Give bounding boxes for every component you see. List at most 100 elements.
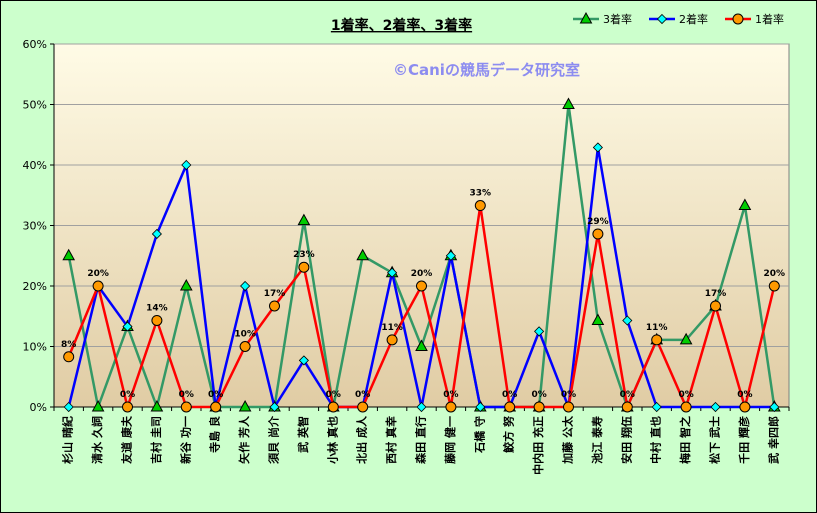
- series-2-point: [592, 142, 603, 153]
- x-tick-label: 友道 康夫: [120, 415, 134, 464]
- legend-label: 1着率: [755, 12, 784, 26]
- series-3-point: [151, 314, 163, 326]
- data-label: 0%: [561, 390, 576, 400]
- data-label: 0%: [120, 390, 135, 400]
- data-label: 11%: [646, 323, 668, 333]
- y-tick-label: 40%: [23, 159, 47, 172]
- x-tick-label: 鮫方 努: [502, 416, 516, 453]
- series-3-point: [504, 401, 516, 413]
- series-3-point: [680, 401, 692, 413]
- x-tick-label: 森田 直行: [414, 416, 428, 464]
- series-2-point: [710, 401, 721, 413]
- series-3-point: [122, 401, 133, 413]
- x-tick-label: 石橋 守: [472, 416, 486, 454]
- x-tick-label: 北出 成人: [355, 415, 369, 464]
- data-label: 0%: [502, 390, 517, 400]
- data-label: 0%: [620, 390, 635, 400]
- x-tick-label: 安田 翔伍: [619, 416, 633, 464]
- series-3-point: [180, 401, 192, 413]
- y-tick-label: 0%: [30, 401, 47, 414]
- x-tick-label: 小林 真也: [325, 416, 339, 465]
- series-3-point: [533, 401, 545, 413]
- series-3-point: [210, 401, 222, 413]
- series-1-point: [150, 399, 164, 412]
- series-3-point: [239, 341, 251, 352]
- x-tick-label: 中内田 充正: [531, 416, 545, 475]
- watermark: ©Caniの競馬データ研究室: [393, 61, 580, 79]
- series-1-point: [91, 399, 105, 412]
- legend-label: 3着率: [603, 12, 632, 26]
- series-2-point: [298, 355, 309, 366]
- data-label: 8%: [61, 340, 76, 350]
- data-label: 17%: [264, 289, 286, 299]
- series-2-point: [416, 401, 427, 413]
- data-label: 11%: [381, 323, 403, 333]
- x-tick-label: 新谷 功一: [178, 416, 192, 464]
- series-1-point: [179, 278, 193, 291]
- series-3: [63, 200, 780, 413]
- series-3-point: [474, 200, 486, 212]
- y-tick-label: 50%: [23, 99, 47, 112]
- series-3-point: [357, 401, 369, 413]
- series-2-point: [122, 321, 133, 332]
- data-label: 23%: [293, 250, 315, 260]
- y-tick-label: 60%: [23, 38, 47, 51]
- data-label: 0%: [678, 390, 693, 400]
- series-2-point: [269, 401, 280, 413]
- x-tick-label: 千田 輝彦: [737, 416, 751, 464]
- legend-3-point: [732, 13, 744, 25]
- legend-item: 3着率: [573, 11, 632, 26]
- x-tick-label: 武 英智: [296, 416, 310, 453]
- data-label: 0%: [443, 390, 458, 400]
- series-2-point: [151, 228, 162, 240]
- series-3-point: [621, 401, 633, 413]
- series-1-point: [738, 198, 752, 211]
- y-tick-label: 10%: [23, 341, 47, 354]
- series-2-point: [651, 401, 662, 413]
- y-tick-label: 20%: [23, 280, 47, 293]
- legend-1-point: [579, 11, 593, 24]
- series-1-point: [591, 313, 605, 325]
- series-2-point: [240, 280, 251, 292]
- series-3-point: [563, 401, 574, 413]
- series-3-point: [386, 334, 398, 346]
- series-1-point: [562, 97, 575, 109]
- series-1-point: [238, 399, 252, 412]
- series-3-point: [710, 300, 721, 312]
- series-3-point: [92, 280, 104, 292]
- x-tick-label: 矢作 芳人: [237, 415, 251, 464]
- data-label: 17%: [705, 289, 727, 299]
- chart-title: 1着率、2着率、3着率: [331, 17, 472, 34]
- data-label: 0%: [737, 390, 752, 400]
- data-label: 33%: [470, 189, 492, 199]
- legend-2-point: [656, 13, 668, 25]
- series-3-point: [445, 401, 457, 413]
- series-1-point: [62, 248, 76, 261]
- data-label: 0%: [208, 390, 223, 400]
- series-3-point: [416, 280, 427, 292]
- x-tick-label: 池江 泰寿: [590, 416, 604, 464]
- data-label: 20%: [411, 269, 433, 279]
- series-3-point: [298, 261, 310, 273]
- series-1-point: [297, 213, 311, 226]
- series-2-point: [63, 401, 74, 413]
- data-label: 29%: [587, 217, 609, 227]
- data-label: 0%: [355, 390, 370, 400]
- series-2-point: [475, 401, 486, 413]
- x-tick-label: 武 幸四郎: [766, 416, 780, 464]
- series-1-point: [415, 339, 428, 351]
- y-tick-label: 30%: [23, 220, 47, 233]
- series-3-point: [768, 280, 780, 292]
- x-tick-label: 中村 直也: [649, 416, 663, 464]
- data-label: 14%: [146, 303, 168, 313]
- x-tick-label: 寺島 良: [208, 416, 222, 453]
- legend-item: 2着率: [649, 12, 708, 26]
- data-label: 20%: [764, 269, 786, 279]
- x-tick-label: 梅田 智之: [678, 416, 692, 464]
- x-tick-label: 西村 真幸: [384, 416, 398, 464]
- series-2-point: [181, 159, 192, 171]
- series-3-point: [592, 228, 604, 240]
- series-2-point: [387, 267, 398, 278]
- series-2-point: [445, 250, 456, 261]
